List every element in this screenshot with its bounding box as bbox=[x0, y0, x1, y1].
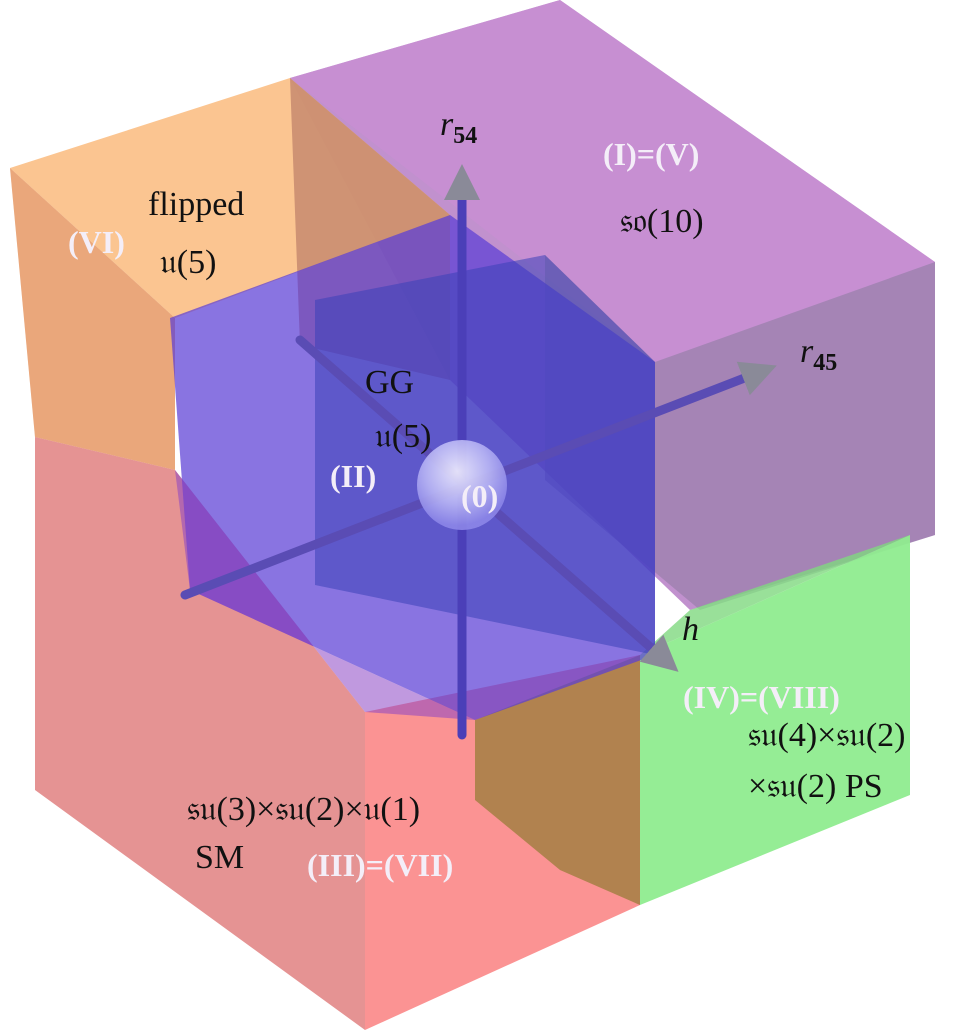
axis-h-label: h bbox=[682, 611, 699, 648]
origin-sphere bbox=[417, 440, 507, 530]
region-IV-VIII-line2: ×𝔰𝔲(2) PS bbox=[748, 768, 883, 805]
region-VI-line1: flipped bbox=[148, 186, 244, 223]
overlap-brown bbox=[475, 655, 640, 905]
region-IV-VIII-line1: 𝔰𝔲(4)×𝔰𝔲(2) bbox=[748, 717, 906, 754]
axis-r45-label: r45 bbox=[800, 333, 837, 376]
region-IV-VIII-front bbox=[640, 535, 910, 905]
region-II-name: GG bbox=[365, 364, 414, 401]
region-VI bbox=[10, 78, 450, 470]
region-I-V-id: (I)=(V) bbox=[603, 136, 699, 172]
region-III-VII-algebra: 𝔰𝔲(3)×𝔰𝔲(2)×𝔲(1) bbox=[187, 791, 420, 828]
region-VI-left bbox=[10, 168, 175, 470]
region-IV-VIII bbox=[640, 535, 910, 905]
region-II-lower-left bbox=[175, 470, 475, 720]
region-III-VII-overlap bbox=[10, 168, 175, 470]
region-IV-VIII-id: (IV)=(VIII) bbox=[683, 679, 840, 715]
origin-id: (0) bbox=[461, 478, 498, 514]
axis-r54-label: r54 bbox=[440, 106, 477, 149]
region-II-id: (II) bbox=[330, 458, 376, 494]
region-III-VII-id: (III)=(VII) bbox=[307, 847, 453, 883]
region-VI-algebra: 𝔲(5) bbox=[160, 244, 216, 281]
region-III-VII-name: SM bbox=[195, 839, 244, 876]
region-II-algebra: 𝔲(5) bbox=[375, 418, 431, 455]
region-IV-VIII-top bbox=[640, 535, 910, 655]
region-VI-id: (VI) bbox=[68, 224, 125, 260]
region-III-VII-left bbox=[35, 437, 365, 1030]
region-I-V-algebra: 𝔰𝔬(10) bbox=[620, 203, 704, 240]
region-I-V-face-top bbox=[290, 0, 935, 362]
